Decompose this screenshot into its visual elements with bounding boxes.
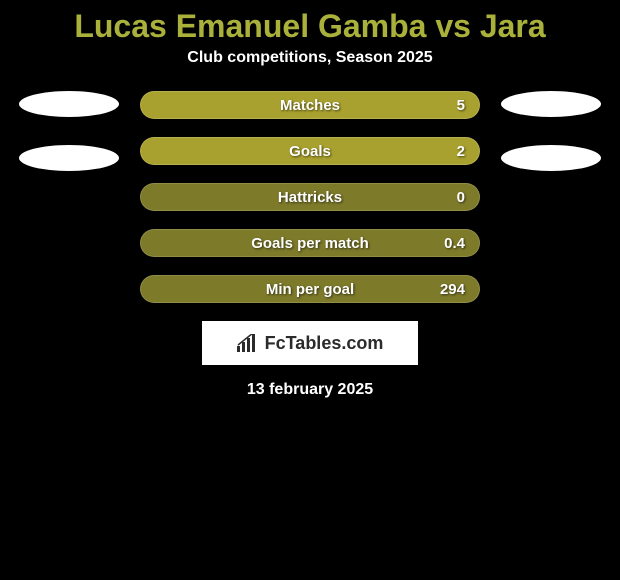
stat-value: 294	[440, 281, 465, 298]
right-ellipse-col	[496, 91, 606, 171]
stat-bar: Min per goal 294	[140, 275, 480, 303]
stat-bar: Hattricks 0	[140, 183, 480, 211]
title-text: Lucas Emanuel Gamba vs Jara	[74, 8, 545, 44]
date-line: 13 february 2025	[0, 381, 620, 399]
stat-value: 5	[457, 97, 465, 114]
stat-label: Matches	[280, 97, 340, 114]
subtitle: Club competitions, Season 2025	[0, 49, 620, 91]
stat-bar: Matches 5	[140, 91, 480, 119]
stat-value: 0.4	[444, 235, 465, 252]
side-ellipse	[19, 145, 119, 171]
left-ellipse-col	[14, 91, 124, 171]
side-ellipse	[19, 91, 119, 117]
logo-box: FcTables.com	[202, 321, 418, 365]
stat-bar: Goals 2	[140, 137, 480, 165]
side-ellipse	[501, 145, 601, 171]
date-text: 13 february 2025	[247, 381, 373, 398]
stats-container: Matches 5 Goals 2 Hattricks 0 Goals per match 0…	[0, 91, 620, 303]
bar-chart-icon	[237, 334, 259, 352]
logo-text: FcTables.com	[265, 333, 384, 354]
stat-value: 0	[457, 189, 465, 206]
subtitle-text: Club competitions, Season 2025	[187, 49, 432, 66]
stat-bars: Matches 5 Goals 2 Hattricks 0 Goals per match 0…	[140, 91, 480, 303]
stat-label: Hattricks	[278, 189, 342, 206]
stat-label: Goals per match	[251, 235, 369, 252]
stat-label: Min per goal	[266, 281, 354, 298]
stat-value: 2	[457, 143, 465, 160]
stat-label: Goals	[289, 143, 331, 160]
page-title: Lucas Emanuel Gamba vs Jara	[0, 0, 620, 49]
side-ellipse	[501, 91, 601, 117]
stat-bar: Goals per match 0.4	[140, 229, 480, 257]
